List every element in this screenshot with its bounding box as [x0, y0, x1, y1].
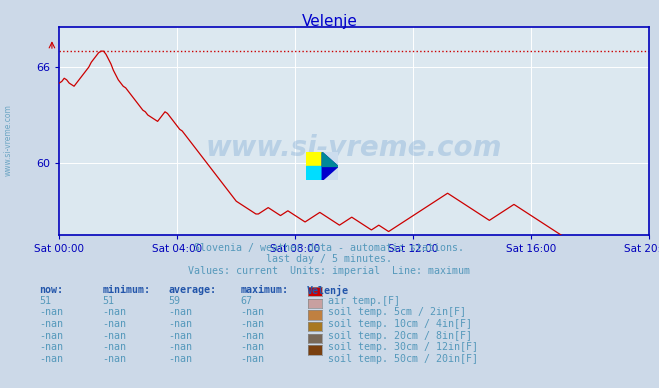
Text: maximum:: maximum: — [241, 285, 289, 295]
Text: -nan: -nan — [241, 331, 264, 341]
Text: www.si-vreme.com: www.si-vreme.com — [3, 104, 13, 176]
Bar — [306, 166, 322, 180]
Text: 67: 67 — [241, 296, 252, 306]
Polygon shape — [322, 152, 338, 180]
Text: -nan: -nan — [168, 342, 192, 352]
Text: Values: current  Units: imperial  Line: maximum: Values: current Units: imperial Line: ma… — [188, 266, 471, 276]
Polygon shape — [322, 152, 338, 166]
Text: soil temp. 30cm / 12in[F]: soil temp. 30cm / 12in[F] — [328, 342, 478, 352]
Text: Velenje: Velenje — [306, 285, 349, 296]
Text: minimum:: minimum: — [102, 285, 150, 295]
Bar — [306, 152, 322, 166]
Text: 51: 51 — [40, 296, 51, 306]
Text: -nan: -nan — [168, 354, 192, 364]
Text: -nan: -nan — [168, 331, 192, 341]
Text: -nan: -nan — [241, 354, 264, 364]
Text: -nan: -nan — [40, 307, 63, 317]
Text: -nan: -nan — [241, 307, 264, 317]
Text: soil temp. 20cm / 8in[F]: soil temp. 20cm / 8in[F] — [328, 331, 472, 341]
Text: -nan: -nan — [102, 331, 126, 341]
Text: soil temp. 50cm / 20in[F]: soil temp. 50cm / 20in[F] — [328, 354, 478, 364]
Text: average:: average: — [168, 285, 216, 295]
Text: last day / 5 minutes.: last day / 5 minutes. — [266, 254, 393, 264]
Text: -nan: -nan — [241, 342, 264, 352]
Text: Velenje: Velenje — [302, 14, 357, 29]
Text: air temp.[F]: air temp.[F] — [328, 296, 399, 306]
Text: -nan: -nan — [102, 319, 126, 329]
Text: 51: 51 — [102, 296, 114, 306]
Text: -nan: -nan — [40, 319, 63, 329]
Text: soil temp. 5cm / 2in[F]: soil temp. 5cm / 2in[F] — [328, 307, 465, 317]
Text: -nan: -nan — [40, 354, 63, 364]
Text: -nan: -nan — [168, 319, 192, 329]
Text: 59: 59 — [168, 296, 180, 306]
Text: -nan: -nan — [168, 307, 192, 317]
Text: Slovenia / weather data - automatic stations.: Slovenia / weather data - automatic stat… — [194, 242, 465, 253]
Text: -nan: -nan — [40, 331, 63, 341]
Text: -nan: -nan — [40, 342, 63, 352]
Text: -nan: -nan — [241, 319, 264, 329]
Text: -nan: -nan — [102, 342, 126, 352]
Text: now:: now: — [40, 285, 63, 295]
Text: -nan: -nan — [102, 354, 126, 364]
Text: -nan: -nan — [102, 307, 126, 317]
Text: www.si-vreme.com: www.si-vreme.com — [206, 133, 502, 161]
Text: soil temp. 10cm / 4in[F]: soil temp. 10cm / 4in[F] — [328, 319, 472, 329]
